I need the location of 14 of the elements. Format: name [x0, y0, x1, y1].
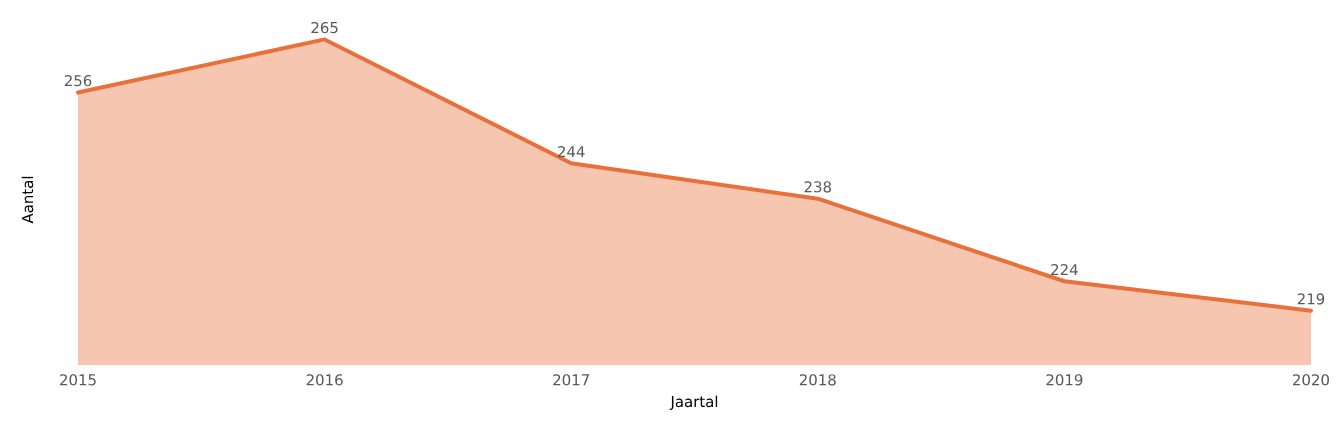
x-tick-label: 2019 [1046, 374, 1083, 386]
data-label: 265 [311, 21, 338, 34]
data-label: 238 [804, 181, 832, 193]
x-tick-label: 2017 [553, 374, 589, 386]
x-tick-label: 2016 [306, 374, 343, 386]
y-axis-title: Aantal [21, 176, 34, 224]
x-axis-title: Jaartal [669, 395, 718, 410]
x-tick-label: 2018 [799, 374, 836, 386]
data-label: 256 [64, 74, 92, 87]
data-label: 244 [558, 145, 585, 158]
data-label: 219 [1297, 293, 1325, 305]
x-tick-label: 2020 [1293, 374, 1329, 386]
data-label: 224 [1051, 263, 1078, 276]
x-tick-label: 2015 [60, 374, 96, 386]
